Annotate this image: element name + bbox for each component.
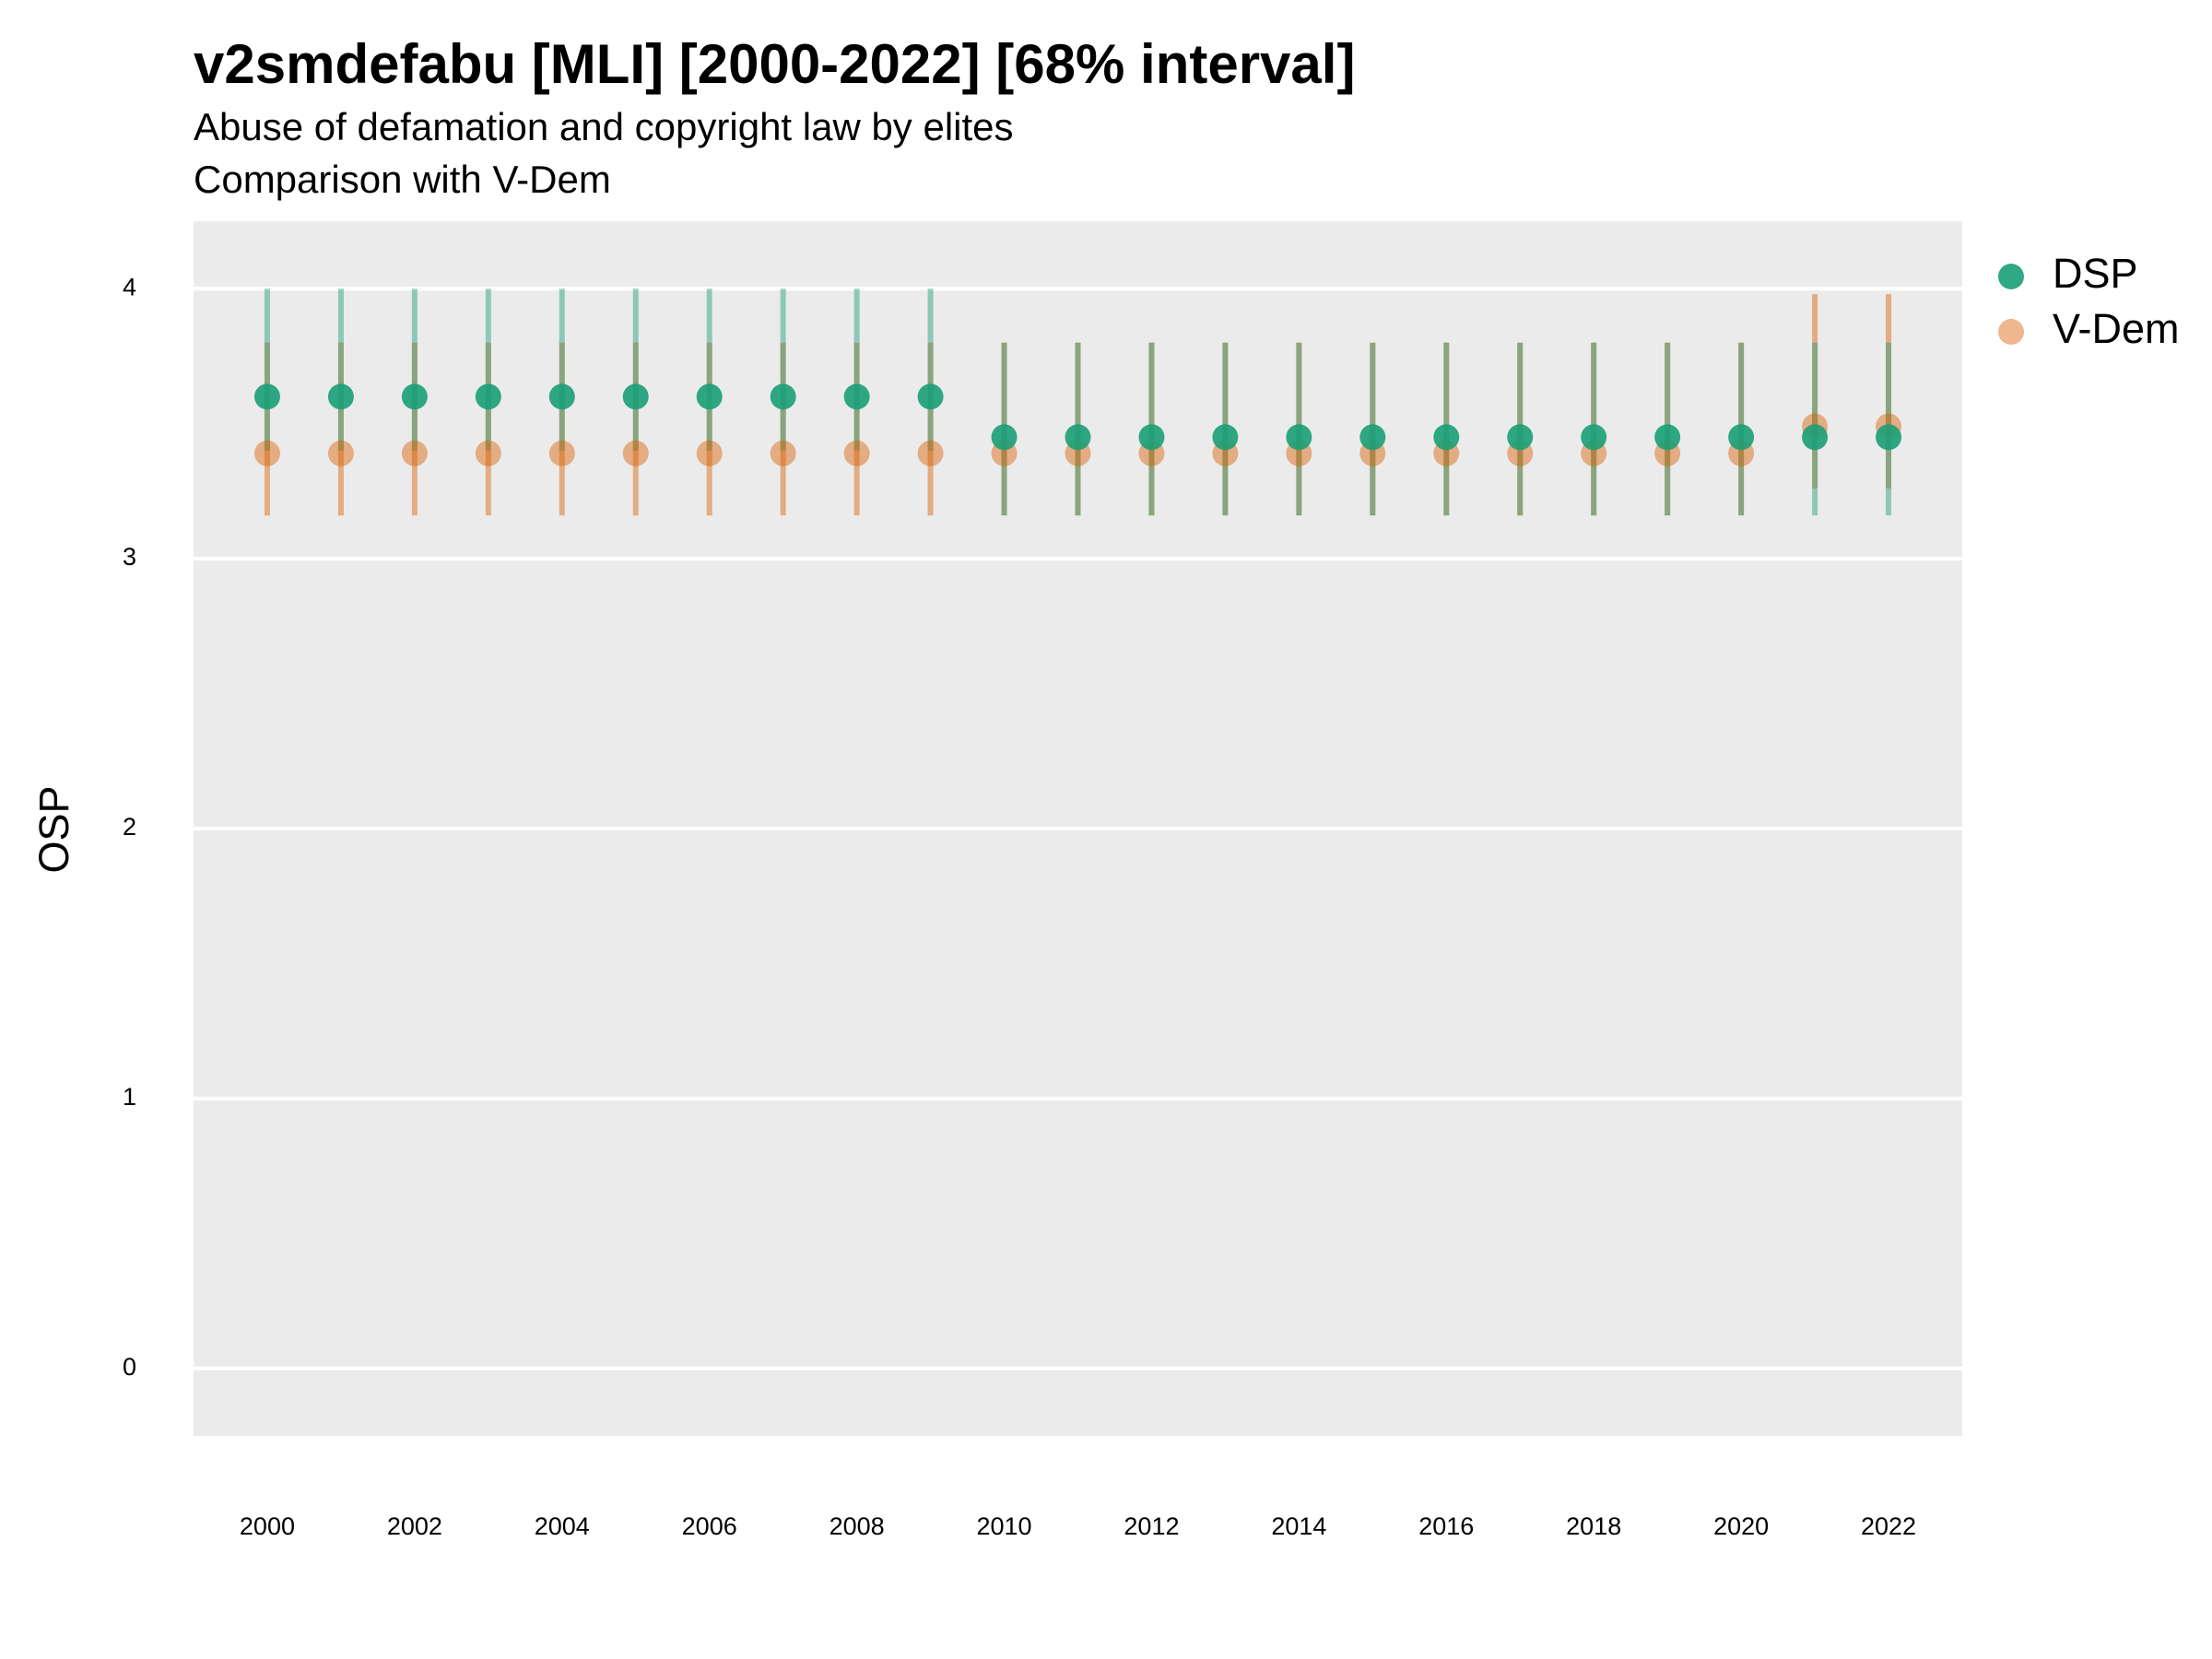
y-axis-label: OSP [30,785,77,873]
point [770,440,796,466]
point [253,440,280,466]
point [991,424,1018,451]
chart-subtitle: Abuse of defamation and copyright law by… [194,105,1014,148]
x-tick-label: 2020 [1713,1512,1769,1540]
y-tick-label: 0 [123,1353,136,1381]
point [917,440,944,466]
x-tick-label: 2004 [535,1512,590,1540]
point [843,383,870,410]
point [1728,424,1755,451]
point [1433,424,1460,451]
x-tick-label: 2010 [977,1512,1032,1540]
point [1581,424,1607,451]
point [475,440,501,466]
x-tick-label: 2000 [240,1512,295,1540]
x-tick-label: 2002 [387,1512,442,1540]
point [253,383,280,410]
x-tick-label: 2014 [1271,1512,1326,1540]
point [1065,424,1091,451]
point [1876,424,1902,451]
point [401,440,428,466]
x-tick-label: 2006 [682,1512,737,1540]
point [1212,424,1239,451]
point [327,383,354,410]
legend-marker [1998,264,2024,289]
legend-label: DSP [2053,250,2138,297]
point [1359,424,1386,451]
point [401,383,428,410]
point [843,440,870,466]
y-tick-label: 3 [123,543,136,571]
point [622,383,649,410]
x-tick-label: 2008 [830,1512,885,1540]
y-tick-label: 4 [123,273,136,300]
y-tick-label: 2 [123,813,136,841]
point [1286,424,1312,451]
y-tick-label: 1 [123,1083,136,1111]
x-tick-label: 2018 [1566,1512,1621,1540]
point [548,383,575,410]
point [327,440,354,466]
point [770,383,796,410]
point [917,383,944,410]
point [475,383,501,410]
point [1507,424,1534,451]
point [696,383,723,410]
point [548,440,575,466]
point [1654,424,1681,451]
chart-title: v2smdefabu [MLI] [2000-2022] [68% interv… [194,33,1355,95]
legend-label: V-Dem [2053,305,2180,352]
point [1138,424,1165,451]
x-tick-label: 2016 [1418,1512,1474,1540]
legend-marker [1998,319,2024,345]
x-tick-label: 2012 [1124,1512,1179,1540]
point [696,440,723,466]
x-tick-label: 2022 [1861,1512,1916,1540]
chart-subtitle: Comparison with V-Dem [194,158,611,201]
point [622,440,649,466]
point [1802,424,1829,451]
